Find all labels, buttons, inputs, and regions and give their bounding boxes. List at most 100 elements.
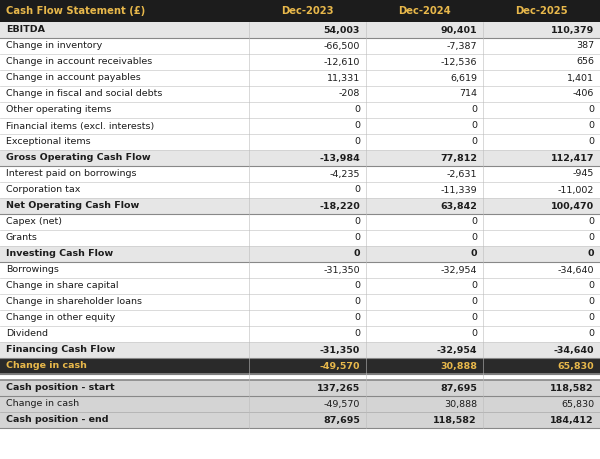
Text: Change in other equity: Change in other equity xyxy=(6,313,115,323)
Text: 387: 387 xyxy=(576,41,594,50)
Text: Other operating items: Other operating items xyxy=(6,106,112,114)
Text: Change in cash: Change in cash xyxy=(6,399,79,409)
Text: -34,640: -34,640 xyxy=(557,265,594,274)
Text: -49,570: -49,570 xyxy=(323,399,360,409)
Text: -13,984: -13,984 xyxy=(319,153,360,162)
Text: 87,695: 87,695 xyxy=(440,384,477,392)
Text: -208: -208 xyxy=(338,90,360,99)
Text: 77,812: 77,812 xyxy=(440,153,477,162)
Bar xyxy=(0,0,600,22)
Text: 0: 0 xyxy=(588,313,594,323)
Text: Change in fiscal and social debts: Change in fiscal and social debts xyxy=(6,90,163,99)
Bar xyxy=(0,358,600,374)
Bar xyxy=(0,54,600,70)
Text: 118,582: 118,582 xyxy=(433,415,477,425)
Text: 0: 0 xyxy=(588,297,594,307)
Text: Borrowings: Borrowings xyxy=(6,265,59,274)
Text: 100,470: 100,470 xyxy=(551,202,594,211)
Bar xyxy=(0,374,600,380)
Bar xyxy=(0,246,600,262)
Text: -32,954: -32,954 xyxy=(440,265,477,274)
Text: 112,417: 112,417 xyxy=(551,153,594,162)
Text: Dec-2025: Dec-2025 xyxy=(515,6,568,16)
Text: 0: 0 xyxy=(470,250,477,258)
Text: -12,536: -12,536 xyxy=(440,57,477,67)
Text: 714: 714 xyxy=(459,90,477,99)
Text: 0: 0 xyxy=(588,330,594,338)
Bar xyxy=(0,230,600,246)
Text: Financing Cash Flow: Financing Cash Flow xyxy=(6,346,115,354)
Text: 0: 0 xyxy=(354,218,360,226)
Text: 0: 0 xyxy=(354,234,360,242)
Text: 0: 0 xyxy=(471,122,477,130)
Text: 0: 0 xyxy=(353,250,360,258)
Text: Dec-2024: Dec-2024 xyxy=(398,6,451,16)
Text: Change in share capital: Change in share capital xyxy=(6,281,119,291)
Text: 0: 0 xyxy=(471,313,477,323)
Bar xyxy=(0,182,600,198)
Text: Change in account receivables: Change in account receivables xyxy=(6,57,152,67)
Text: 54,003: 54,003 xyxy=(323,26,360,34)
Text: -11,002: -11,002 xyxy=(557,185,594,195)
Text: Dividend: Dividend xyxy=(6,330,48,338)
Text: 0: 0 xyxy=(588,138,594,146)
Text: 0: 0 xyxy=(471,297,477,307)
Text: 65,830: 65,830 xyxy=(561,399,594,409)
Text: 63,842: 63,842 xyxy=(440,202,477,211)
Text: 0: 0 xyxy=(354,185,360,195)
Text: 0: 0 xyxy=(587,250,594,258)
Text: 0: 0 xyxy=(471,330,477,338)
Bar xyxy=(0,396,600,412)
Text: -34,640: -34,640 xyxy=(554,346,594,354)
Text: Cash position - start: Cash position - start xyxy=(6,384,115,392)
Text: 90,401: 90,401 xyxy=(440,26,477,34)
Text: 0: 0 xyxy=(471,234,477,242)
Bar xyxy=(0,326,600,342)
Text: 656: 656 xyxy=(576,57,594,67)
Text: -49,570: -49,570 xyxy=(320,362,360,370)
Text: 0: 0 xyxy=(588,122,594,130)
Text: -12,610: -12,610 xyxy=(323,57,360,67)
Text: -7,387: -7,387 xyxy=(446,41,477,50)
Bar xyxy=(0,380,600,396)
Text: 0: 0 xyxy=(354,122,360,130)
Bar xyxy=(0,150,600,166)
Text: 0: 0 xyxy=(588,218,594,226)
Text: Exceptional items: Exceptional items xyxy=(6,138,91,146)
Text: 0: 0 xyxy=(588,234,594,242)
Text: -2,631: -2,631 xyxy=(446,169,477,179)
Text: 0: 0 xyxy=(471,138,477,146)
Text: 65,830: 65,830 xyxy=(557,362,594,370)
Text: 0: 0 xyxy=(471,218,477,226)
Text: 110,379: 110,379 xyxy=(551,26,594,34)
Text: -11,339: -11,339 xyxy=(440,185,477,195)
Text: Gross Operating Cash Flow: Gross Operating Cash Flow xyxy=(6,153,151,162)
Text: Change in cash: Change in cash xyxy=(6,362,87,370)
Text: 0: 0 xyxy=(354,281,360,291)
Text: Change in inventory: Change in inventory xyxy=(6,41,102,50)
Text: -18,220: -18,220 xyxy=(319,202,360,211)
Text: -32,954: -32,954 xyxy=(437,346,477,354)
Bar xyxy=(0,134,600,150)
Text: 11,331: 11,331 xyxy=(327,73,360,83)
Text: Change in shareholder loans: Change in shareholder loans xyxy=(6,297,142,307)
Text: 0: 0 xyxy=(354,106,360,114)
Text: 137,265: 137,265 xyxy=(317,384,360,392)
Bar xyxy=(0,278,600,294)
Text: 0: 0 xyxy=(354,297,360,307)
Text: 30,888: 30,888 xyxy=(440,362,477,370)
Bar xyxy=(0,38,600,54)
Bar xyxy=(0,262,600,278)
Text: Financial items (excl. interests): Financial items (excl. interests) xyxy=(6,122,154,130)
Bar xyxy=(0,166,600,182)
Bar xyxy=(0,310,600,326)
Text: 0: 0 xyxy=(588,281,594,291)
Text: Cash position - end: Cash position - end xyxy=(6,415,109,425)
Text: 0: 0 xyxy=(471,281,477,291)
Text: -66,500: -66,500 xyxy=(323,41,360,50)
Text: 6,619: 6,619 xyxy=(450,73,477,83)
Bar xyxy=(0,214,600,230)
Text: Capex (net): Capex (net) xyxy=(6,218,62,226)
Bar xyxy=(0,86,600,102)
Bar xyxy=(0,102,600,118)
